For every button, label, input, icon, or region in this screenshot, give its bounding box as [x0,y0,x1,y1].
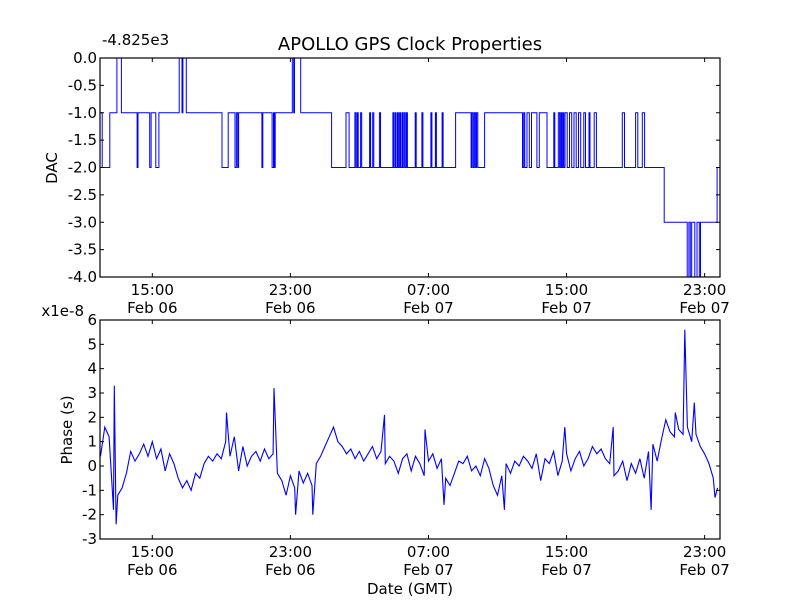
y-tick-label: 2 [87,408,97,426]
x-tick-time-label: 23:00 [683,543,726,561]
x-tick-date-label: Feb 06 [265,561,315,579]
dac-series-line [100,58,720,277]
x-tick-date-label: Feb 07 [541,561,591,579]
y-tick-label: -0.5 [68,76,97,94]
y-tick-label: 0.0 [73,49,97,67]
x-tick-time-label: 23:00 [683,281,726,299]
x-tick-time-label: 15:00 [545,281,588,299]
y-tick-label: -3.0 [68,213,97,231]
x-axis-label: Date (GMT) [367,580,453,598]
x-tick-date-label: Feb 07 [541,299,591,317]
axes-frame [99,319,721,540]
x-tick-time-label: 23:00 [269,543,312,561]
y-tick-label: 3 [87,384,97,402]
y-tick-label: 1 [87,433,97,451]
bottom-y-axis-label: Phase (s) [58,395,76,464]
x-tick-date-label: Feb 07 [679,299,729,317]
x-tick-date-label: Feb 06 [127,561,177,579]
x-tick-date-label: Feb 07 [403,561,453,579]
y-tick-label: 6 [87,311,97,329]
x-tick-time-label: 23:00 [269,281,312,299]
x-tick-date-label: Feb 07 [403,299,453,317]
dac-axes: 0.0 -0.5 -1.0 -1.5 -2.0 -2.5 -3.0 -3.5 -4.0 15:00… [68,49,730,317]
x-tick-time-label: 07:00 [407,543,450,561]
y-tick-label: -3 [82,530,97,548]
y-tick-label: -1 [82,481,97,499]
y-tick-label: -4.0 [68,268,97,286]
x-tick-time-label: 15:00 [131,543,174,561]
y-tick-label: -3.5 [68,241,97,259]
x-tick-date-label: Feb 07 [679,561,729,579]
top-y-axis-label: DAC [43,152,61,184]
y-tick-label: 0 [87,457,97,475]
x-tick-time-label: 07:00 [407,281,450,299]
top-offset-text: -4.825e3 [102,31,169,49]
x-tick-date-label: Feb 06 [127,299,177,317]
x-tick-date-label: Feb 06 [265,299,315,317]
chart-title: APOLLO GPS Clock Properties [278,34,542,55]
y-tick-label: -1.5 [68,131,97,149]
phase-series-line [100,329,719,525]
y-tick-label: 4 [87,360,97,378]
x-tick-time-label: 15:00 [131,281,174,299]
y-tick-label: -2.5 [68,186,97,204]
x-tick-time-label: 15:00 [545,543,588,561]
bottom-offset-text: x1e-8 [41,302,84,320]
y-tick-label: -2.0 [68,159,97,177]
y-tick-label: 5 [87,335,97,353]
y-tick-label: -2 [82,506,97,524]
y-tick-label: -1.0 [68,104,97,122]
